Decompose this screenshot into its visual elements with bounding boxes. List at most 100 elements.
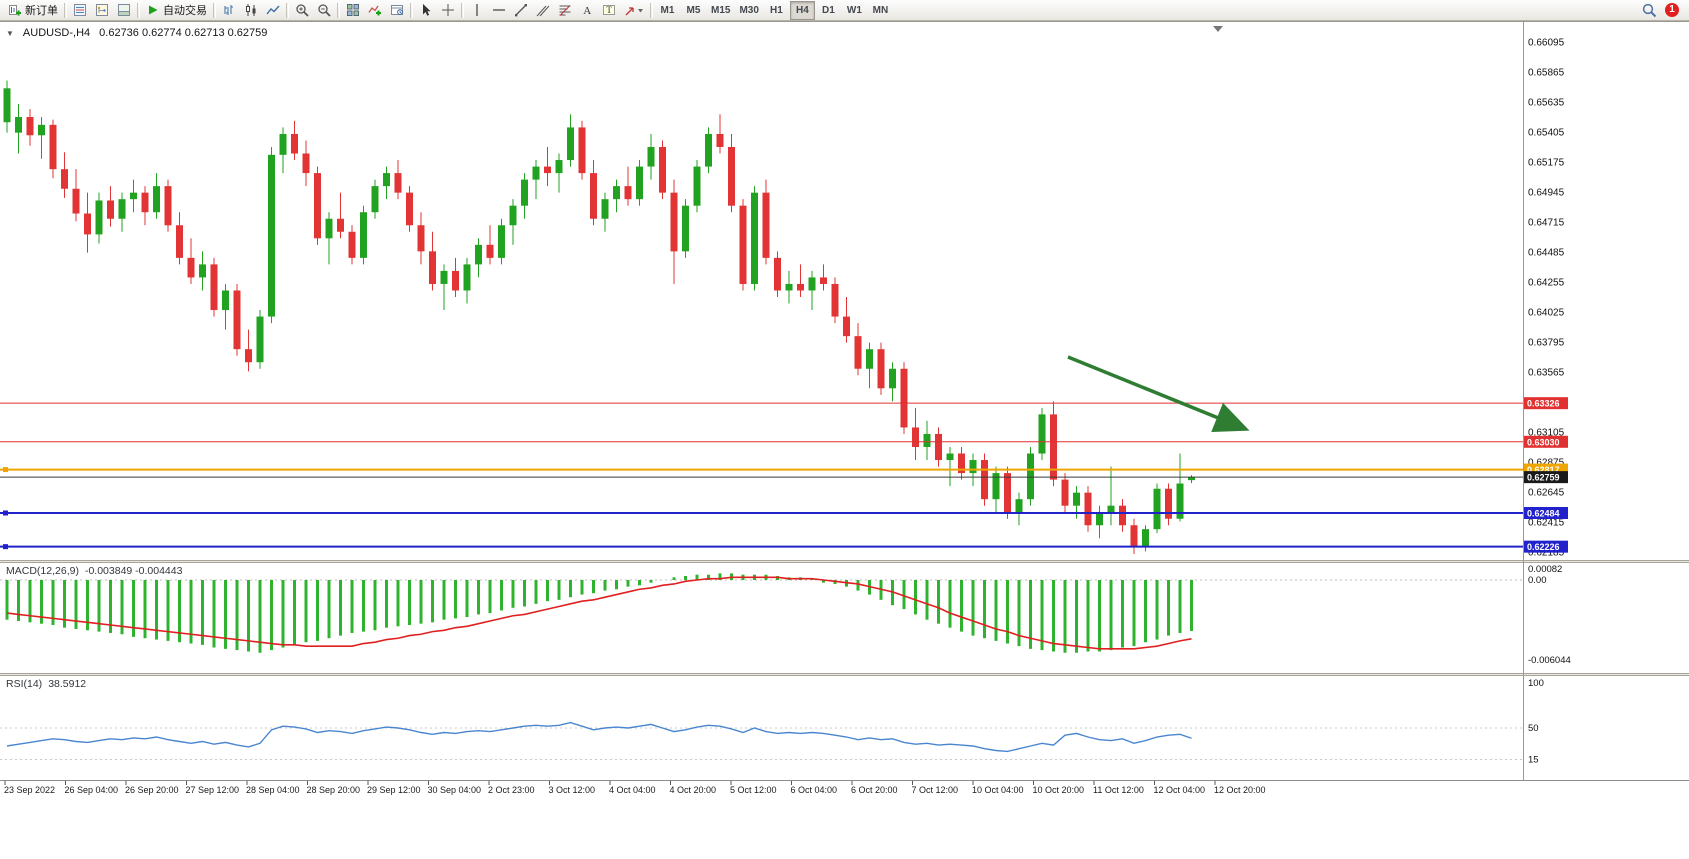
price-tick-label: 0.62875 xyxy=(1528,458,1565,469)
candle-body xyxy=(567,127,574,161)
timeframe-mn-button[interactable]: MN xyxy=(868,1,893,20)
timeframe-d1-button[interactable]: D1 xyxy=(816,1,841,20)
price-tick-label: 0.64255 xyxy=(1528,278,1565,289)
search-button[interactable] xyxy=(1638,1,1661,20)
time-axis-label: 10 Oct 20:00 xyxy=(1033,785,1085,795)
text-button[interactable]: A xyxy=(576,1,598,20)
rsi-line xyxy=(6,721,1192,753)
channel-button[interactable] xyxy=(532,1,554,20)
candle-body xyxy=(693,166,701,206)
time-axis-label: 12 Oct 20:00 xyxy=(1214,785,1266,795)
candle-body xyxy=(429,251,436,284)
terminal-button[interactable] xyxy=(113,1,135,20)
new-order-button[interactable]: 新订单 xyxy=(4,1,62,20)
candle-body xyxy=(383,173,390,187)
zoom-out-button[interactable] xyxy=(313,1,335,20)
candle-body xyxy=(946,453,954,461)
arrows-tool-button[interactable] xyxy=(620,1,648,20)
candle-body xyxy=(716,133,724,147)
horizontal-line-button[interactable] xyxy=(488,1,510,20)
bar-chart-button[interactable] xyxy=(218,1,240,20)
timeframe-h1-button[interactable]: H1 xyxy=(764,1,789,20)
trendline-icon xyxy=(515,4,527,17)
candle-body xyxy=(866,349,873,369)
macd-tick-label: -0.006044 xyxy=(1528,655,1571,666)
candle-body xyxy=(314,173,321,239)
candle-body xyxy=(95,200,103,235)
timeframe-w1-button[interactable]: W1 xyxy=(842,1,867,20)
fibonacci-button[interactable] xyxy=(554,1,576,20)
candle-body xyxy=(785,283,793,291)
price-tick-label: 0.65405 xyxy=(1528,128,1565,139)
notification-badge[interactable]: 1 xyxy=(1665,3,1679,17)
autotrading-play-icon xyxy=(149,5,158,15)
timeframe-m30-button[interactable]: M30 xyxy=(735,1,762,20)
time-axis-label: 4 Oct 20:00 xyxy=(670,785,717,795)
rsi-label: RSI(14) 38.5912 xyxy=(6,678,86,690)
channel-icon xyxy=(536,5,550,17)
time-axis-label: 4 Oct 04:00 xyxy=(609,785,656,795)
tile-windows-button[interactable] xyxy=(342,1,364,20)
candle-body xyxy=(854,336,862,369)
crosshair-button[interactable] xyxy=(437,1,459,20)
price-tick-label: 0.64715 xyxy=(1528,218,1565,229)
navigator-button[interactable] xyxy=(91,1,113,20)
timeframe-m15-button[interactable]: M15 xyxy=(707,1,734,20)
candle-body xyxy=(958,453,965,474)
candlestick-chart-icon xyxy=(246,4,256,16)
candlestick-chart-button[interactable] xyxy=(240,1,262,20)
cursor-button[interactable] xyxy=(415,1,437,20)
toolbar-separator xyxy=(213,2,216,18)
text-label-button[interactable]: T xyxy=(598,1,620,20)
candle-body xyxy=(521,179,528,206)
candle-body xyxy=(1038,414,1046,454)
timeframe-m1-button[interactable]: M1 xyxy=(655,1,680,20)
time-axis-label: 27 Sep 12:00 xyxy=(186,785,240,795)
time-axis-label: 3 Oct 12:00 xyxy=(549,785,596,795)
line-handle xyxy=(3,544,8,550)
price-tick-label: 0.63565 xyxy=(1528,368,1565,379)
candle-body xyxy=(636,166,643,200)
rsi-tick-label: 50 xyxy=(1528,723,1539,734)
candle-body xyxy=(555,160,563,174)
zoom-in-button[interactable] xyxy=(291,1,313,20)
toolbar-separator xyxy=(461,2,464,18)
price-tick-label: 0.62415 xyxy=(1528,518,1565,529)
chevron-down-icon[interactable]: ▼ xyxy=(6,28,14,38)
candle-body xyxy=(509,205,517,226)
candle-body xyxy=(210,264,218,311)
candle-body xyxy=(624,186,632,200)
time-axis-label: 6 Oct 04:00 xyxy=(791,785,838,795)
price-tick-label: 0.64025 xyxy=(1528,308,1565,319)
candle-body xyxy=(992,473,1000,500)
timeframe-h4-button[interactable]: H4 xyxy=(789,0,815,20)
terminal-icon xyxy=(118,4,130,16)
candle-body xyxy=(72,188,80,214)
templates-button[interactable] xyxy=(386,1,408,20)
autotrading-button[interactable]: 自动交易 xyxy=(142,1,211,20)
price-tick-label: 0.65175 xyxy=(1528,158,1565,169)
time-axis-label: 23 Sep 2022 xyxy=(4,785,55,795)
trendline-button[interactable] xyxy=(510,1,532,20)
time-axis-label: 7 Oct 12:00 xyxy=(912,785,959,795)
indicators-button[interactable] xyxy=(364,1,386,20)
candle-body xyxy=(831,283,839,317)
vertical-line-button[interactable] xyxy=(466,1,488,20)
line-chart-button[interactable] xyxy=(262,1,284,20)
candle-body xyxy=(302,153,310,174)
time-axis-label: 26 Sep 04:00 xyxy=(65,785,119,795)
navigator-icon xyxy=(96,4,108,16)
candle-body xyxy=(1153,488,1161,530)
candle-body xyxy=(118,199,126,219)
candle-body xyxy=(532,166,540,180)
timeframe-m5-button[interactable]: M5 xyxy=(681,1,706,20)
market-watch-button[interactable] xyxy=(69,1,91,20)
templates-icon xyxy=(391,5,403,15)
candle-body xyxy=(325,218,333,239)
price-tick-label: 0.63105 xyxy=(1528,428,1565,439)
candle-body xyxy=(84,213,91,235)
candle-body xyxy=(877,349,885,389)
candle-body xyxy=(141,192,149,213)
rsi-value: 38.5912 xyxy=(48,678,87,690)
